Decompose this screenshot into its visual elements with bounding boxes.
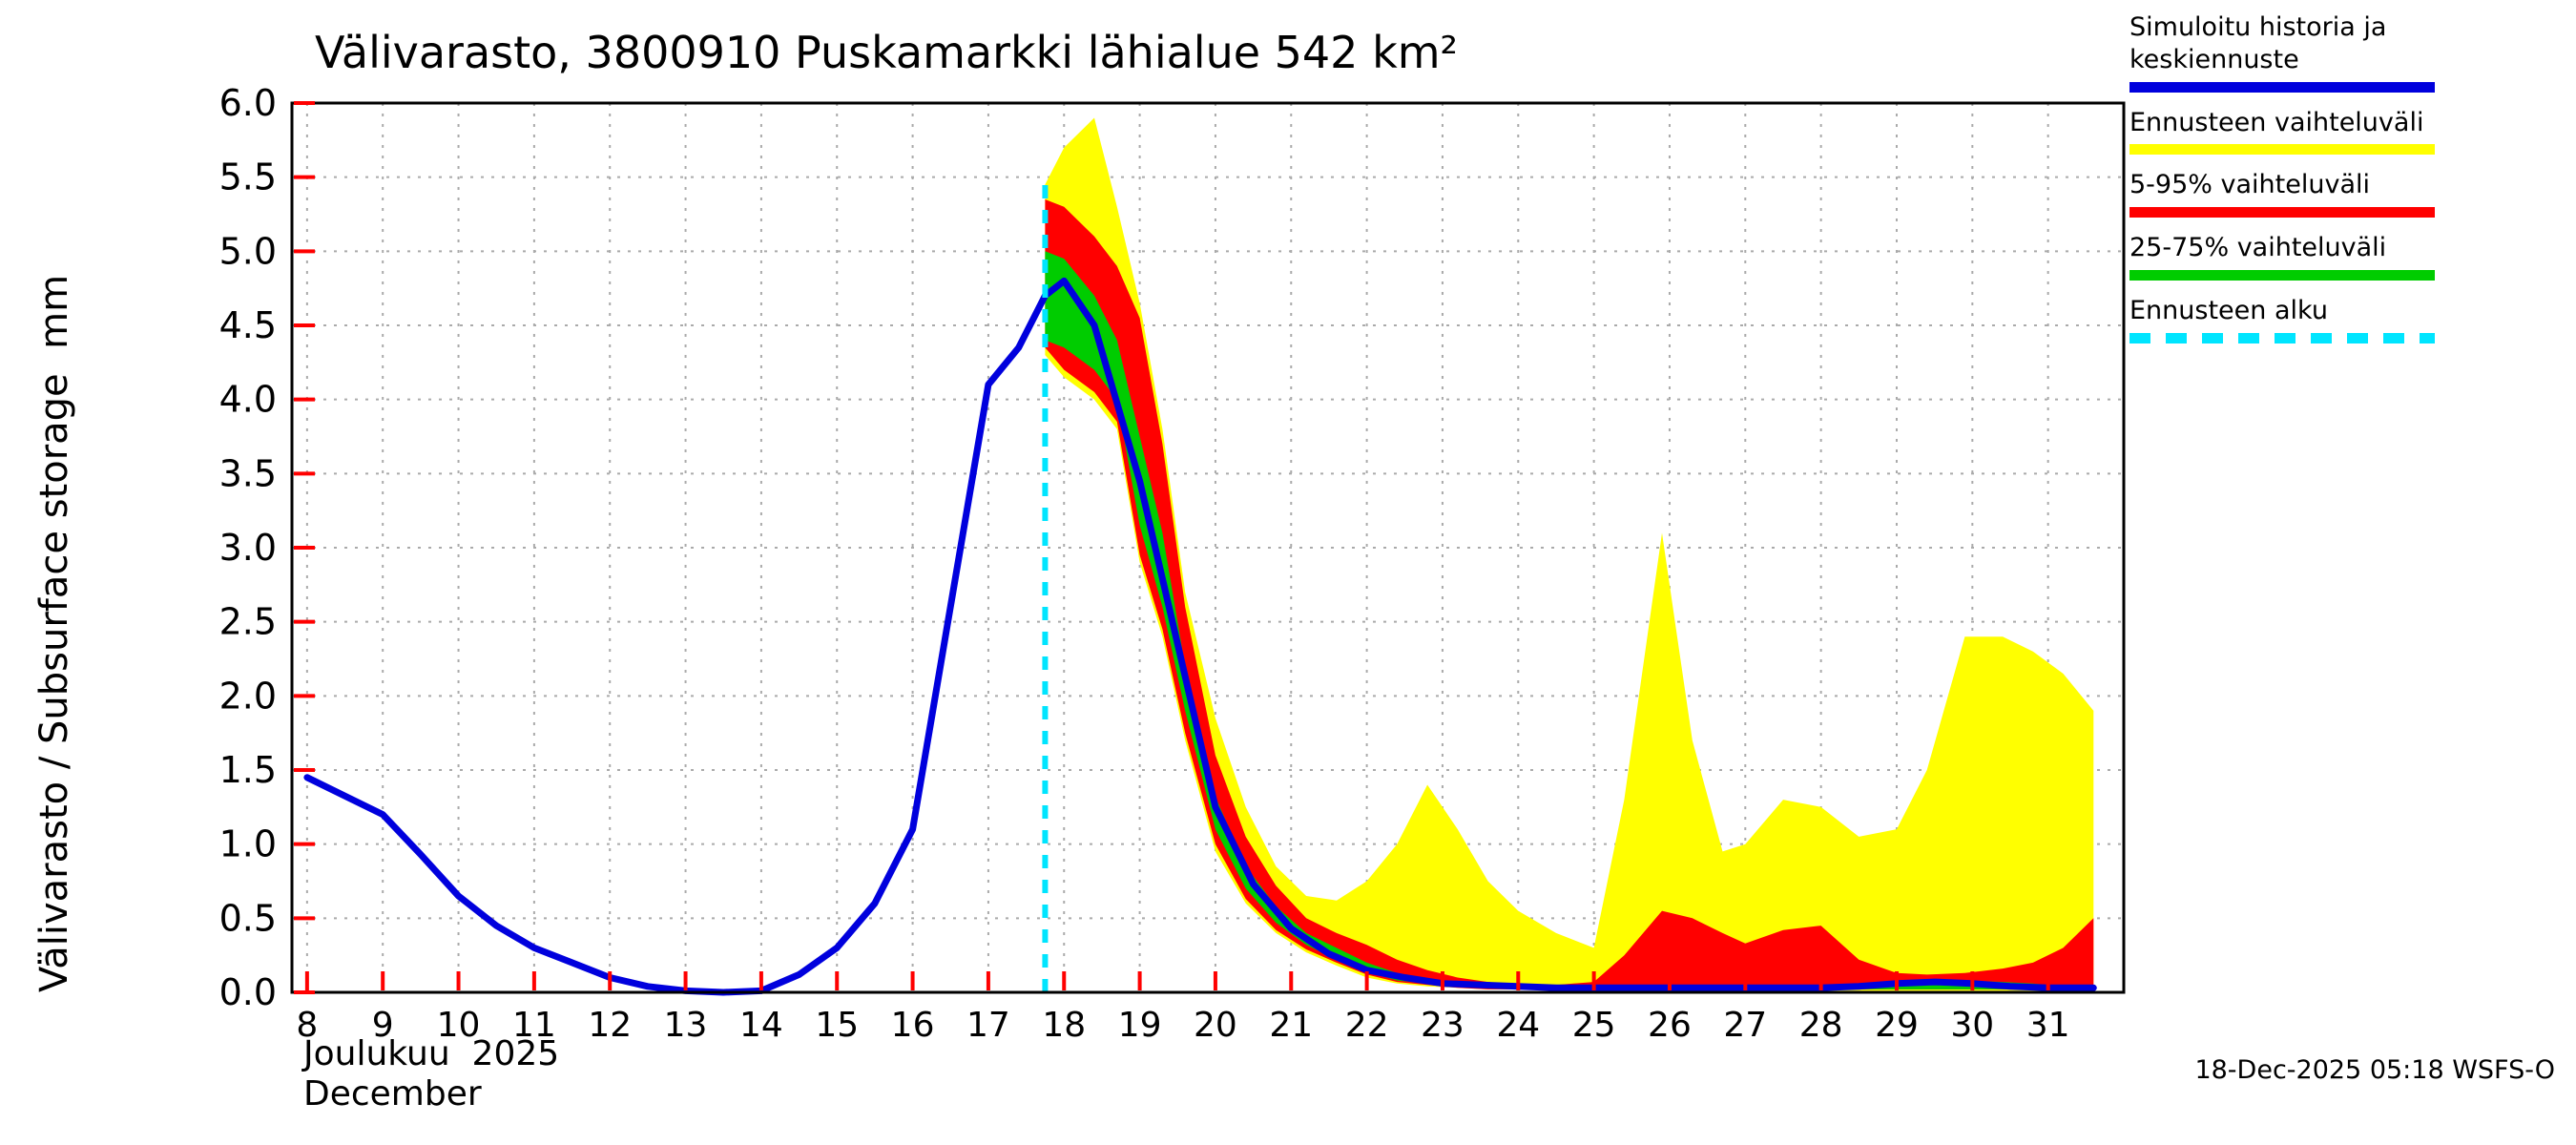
x-tick-label: 13 — [664, 1006, 708, 1045]
y-tick-label: 4.0 — [219, 379, 277, 421]
legend-swatch-solid — [2129, 207, 2435, 218]
x-tick-label: 20 — [1194, 1006, 1237, 1045]
legend-item-3: 5-95% vaihteluväli — [2129, 169, 2459, 218]
y-tick-label: 4.5 — [219, 304, 277, 346]
band-forecast-range — [1045, 117, 2094, 991]
x-tick-label: 17 — [966, 1006, 1010, 1045]
x-tick-label: 19 — [1118, 1006, 1162, 1045]
legend-label: Simuloitu historia ja keskiennuste — [2129, 12, 2387, 74]
x-axis-label-finnish: Joulukuu 2025 — [303, 1034, 560, 1073]
legend-swatch-solid — [2129, 144, 2435, 156]
legend-label: Ennusteen vaihteluväli — [2129, 107, 2424, 137]
footer-timestamp: 18-Dec-2025 05:18 WSFS-O — [2194, 1055, 2555, 1085]
legend-label: 25-75% vaihteluväli — [2129, 233, 2387, 262]
x-tick-label: 11 — [512, 1006, 556, 1045]
x-tick-label: 8 — [296, 1006, 318, 1045]
x-tick-label: 12 — [588, 1006, 632, 1045]
legend-item-2: Ennusteen vaihteluväli — [2129, 107, 2459, 156]
x-tick-label: 18 — [1042, 1006, 1086, 1045]
y-tick-label: 2.5 — [219, 601, 277, 643]
y-tick-label: 3.5 — [219, 452, 277, 494]
y-tick-label: 0.5 — [219, 897, 277, 939]
x-tick-label: 23 — [1421, 1006, 1465, 1045]
x-tick-label: 29 — [1875, 1006, 1919, 1045]
x-axis-label-english: December — [303, 1074, 482, 1114]
x-tick-label: 26 — [1648, 1006, 1692, 1045]
x-tick-label: 22 — [1345, 1006, 1389, 1045]
x-tick-label: 31 — [2026, 1006, 2070, 1045]
x-tick-label: 25 — [1572, 1006, 1616, 1045]
legend: Simuloitu historia ja keskiennuste Ennust… — [2129, 11, 2459, 358]
x-tick-label: 15 — [815, 1006, 859, 1045]
legend-swatch-solid — [2129, 81, 2435, 93]
legend-item-1: Simuloitu historia ja keskiennuste — [2129, 11, 2459, 93]
legend-item-5: Ennusteen alku — [2129, 295, 2459, 344]
legend-label: 5-95% vaihteluväli — [2129, 170, 2370, 200]
x-tick-label: 10 — [437, 1006, 481, 1045]
x-tick-label: 27 — [1723, 1006, 1767, 1045]
x-tick-label: 30 — [1950, 1006, 1994, 1045]
x-tick-label: 24 — [1496, 1006, 1540, 1045]
legend-label: Ennusteen alku — [2129, 295, 2328, 325]
y-tick-label: 3.0 — [219, 527, 277, 569]
y-tick-label: 0.0 — [219, 971, 277, 1013]
x-tick-label: 14 — [739, 1006, 783, 1045]
y-axis-label: Välivarasto / Subsurface storage mm — [32, 274, 76, 992]
chart-title: Välivarasto, 3800910 Puskamarkki lähialu… — [315, 27, 1458, 78]
legend-item-4: 25-75% vaihteluväli — [2129, 232, 2459, 281]
y-tick-label: 5.5 — [219, 156, 277, 198]
legend-swatch-solid — [2129, 269, 2435, 281]
y-tick-label: 2.0 — [219, 675, 277, 717]
y-tick-label: 1.5 — [219, 749, 277, 791]
plot-frame — [290, 101, 2126, 994]
x-tick-label: 16 — [891, 1006, 935, 1045]
y-tick-label: 6.0 — [219, 82, 277, 124]
y-tick-label: 5.0 — [219, 230, 277, 272]
x-tick-label: 21 — [1269, 1006, 1313, 1045]
x-tick-label: 9 — [372, 1006, 394, 1045]
legend-swatch-dashed — [2129, 332, 2435, 344]
x-tick-label: 28 — [1799, 1006, 1843, 1045]
y-tick-label: 1.0 — [219, 823, 277, 865]
